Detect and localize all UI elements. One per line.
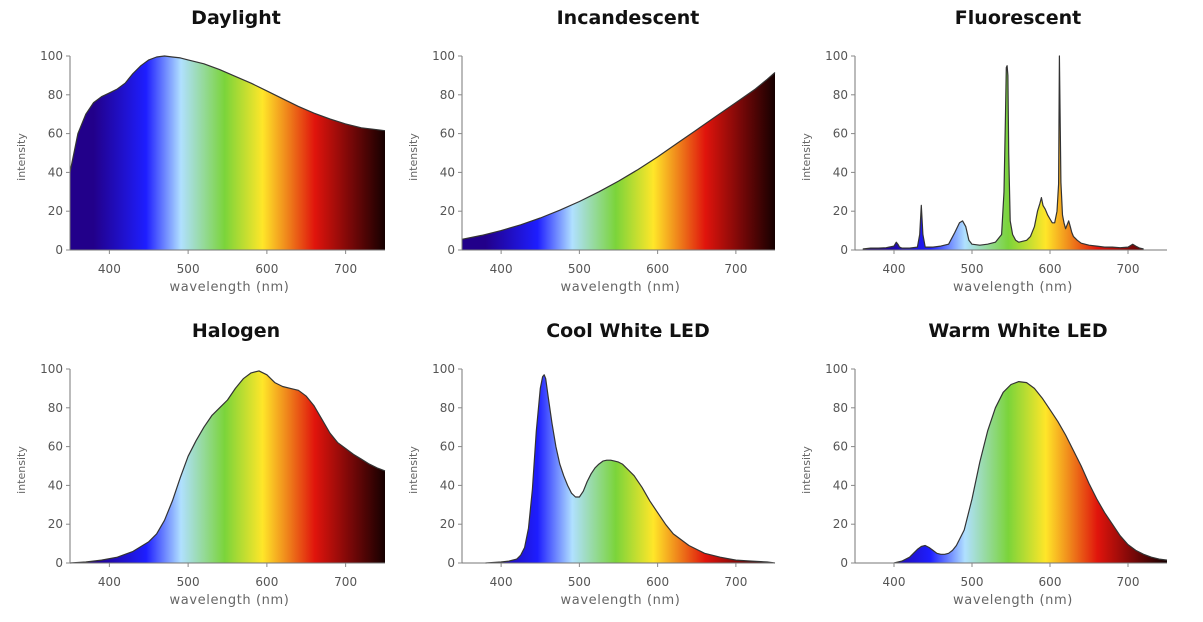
x-tick-label: 400 [883,262,906,276]
y-tick-label: 40 [440,478,455,492]
x-tick-label: 600 [646,262,669,276]
y-tick-label: 0 [840,556,848,570]
y-axis-label: intensity [407,446,420,494]
y-tick-label: 40 [48,165,63,179]
y-tick-label: 80 [48,401,63,415]
x-tick-label: 600 [646,575,669,589]
y-tick-label: 60 [833,127,848,141]
y-tick-label: 100 [40,49,63,63]
x-tick-label: 700 [724,262,747,276]
y-tick-label: 80 [48,88,63,102]
y-tick-label: 80 [440,401,455,415]
spectrum-area [462,72,775,250]
chart-title: Cool White LED [546,320,710,342]
y-tick-label: 0 [840,243,848,257]
x-tick-label: 600 [1039,575,1062,589]
chart-incandescent: Incandescent 0 20 40 60 80 100 400 500 600 700 wave… [407,7,776,295]
spectrum-area [894,381,1167,563]
chart-cool-white-led: Cool White LED 0 20 40 60 80 100 400 500 600 700 wa… [407,320,776,608]
y-tick-label: 60 [440,440,455,454]
x-tick-label: 400 [98,575,121,589]
y-tick-label: 40 [440,165,455,179]
x-axis-label: wavelength (nm) [170,593,290,608]
x-tick-label: 400 [490,262,513,276]
x-tick-label: 500 [568,575,591,589]
y-tick-label: 20 [48,204,63,218]
y-tick-label: 20 [48,517,63,531]
y-tick-label: 20 [833,517,848,531]
y-tick-label: 0 [447,243,455,257]
y-tick-label: 100 [825,49,848,63]
y-tick-label: 80 [440,88,455,102]
x-tick-label: 500 [177,262,200,276]
x-tick-label: 700 [1117,262,1140,276]
spectrum-curve [69,55,386,173]
x-tick-label: 400 [98,262,121,276]
y-axis-label: intensity [15,133,28,181]
y-axis-label: intensity [800,446,813,494]
spectrum-curve [461,72,776,240]
chart-title: Halogen [192,320,280,342]
y-tick-label: 80 [833,88,848,102]
spectrum-area [862,56,1144,250]
y-tick-label: 80 [833,401,848,415]
x-tick-label: 700 [334,262,357,276]
spectrum-area [70,370,385,563]
y-tick-label: 40 [833,478,848,492]
chart-title: Incandescent [557,7,700,29]
spectrum-curve [862,55,1144,250]
x-tick-label: 600 [1039,262,1062,276]
chart-warm-white-led: Warm White LED 0 20 40 60 80 100 400 500 600 700 wa… [800,320,1168,608]
x-tick-label: 500 [177,575,200,589]
chart-title: Daylight [191,7,281,29]
y-axis-label: intensity [407,133,420,181]
y-tick-label: 100 [40,362,63,376]
chart-daylight: Daylight 0 20 40 60 80 100 400 500 600 700 waveleng… [15,7,386,295]
x-tick-label: 600 [255,575,278,589]
spectrum-curve [893,381,1168,564]
x-tick-label: 500 [961,262,984,276]
y-tick-label: 20 [440,517,455,531]
x-tick-label: 500 [568,262,591,276]
y-tick-label: 40 [48,478,63,492]
y-tick-label: 0 [447,556,455,570]
spectrum-area [485,374,775,563]
x-tick-label: 500 [961,575,984,589]
y-tick-label: 60 [440,127,455,141]
chart-halogen: Halogen 0 20 40 60 80 100 400 500 600 700 wavelengt… [15,320,386,608]
y-tick-label: 100 [432,49,455,63]
y-tick-label: 20 [833,204,848,218]
y-tick-label: 40 [833,165,848,179]
y-tick-label: 20 [440,204,455,218]
y-axis-label: intensity [15,446,28,494]
y-tick-label: 60 [833,440,848,454]
x-axis-label: wavelength (nm) [953,280,1073,295]
chart-title: Warm White LED [928,320,1107,342]
x-axis-label: wavelength (nm) [561,280,681,295]
x-tick-label: 400 [883,575,906,589]
x-axis-label: wavelength (nm) [170,280,290,295]
y-axis-label: intensity [800,133,813,181]
chart-fluorescent: Fluorescent 0 20 40 60 80 100 400 500 600 700 wavel… [800,7,1167,295]
x-tick-label: 600 [255,262,278,276]
x-axis-label: wavelength (nm) [561,593,681,608]
spectrum-curve [69,370,386,564]
spectrum-area [70,56,385,250]
x-tick-label: 400 [490,575,513,589]
spectrum-curve [485,374,776,564]
y-tick-label: 100 [825,362,848,376]
y-tick-label: 60 [48,440,63,454]
y-tick-label: 60 [48,127,63,141]
x-tick-label: 700 [334,575,357,589]
x-tick-label: 700 [1117,575,1140,589]
y-tick-label: 0 [55,556,63,570]
y-tick-label: 0 [55,243,63,257]
chart-title: Fluorescent [955,7,1081,29]
x-axis-label: wavelength (nm) [953,593,1073,608]
y-tick-label: 100 [432,362,455,376]
x-tick-label: 700 [724,575,747,589]
